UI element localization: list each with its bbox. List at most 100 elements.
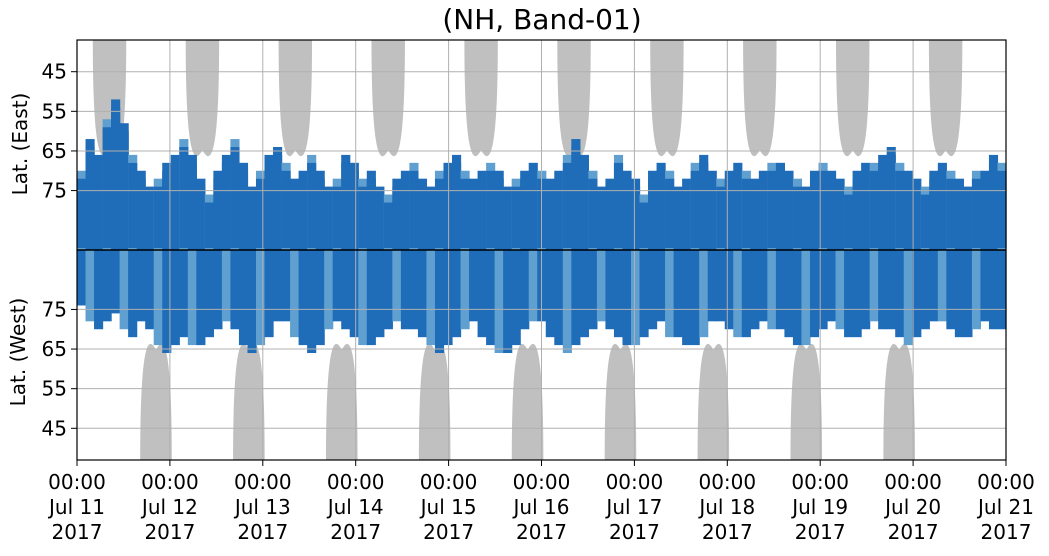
data-cell-west (341, 250, 351, 330)
data-cell-west (417, 250, 428, 338)
x-tick-day: Jul 12 (140, 495, 198, 519)
y-tick-label-east: 45 (42, 60, 67, 84)
data-cell-east-core (554, 178, 564, 248)
data-cell-east-core (503, 194, 513, 248)
data-cell-east-core (818, 170, 828, 248)
night-lobe-top (835, 40, 870, 157)
data-cell-west (963, 250, 973, 338)
x-tick-year: 2017 (330, 520, 381, 544)
data-cell-east-core (179, 147, 189, 248)
data-cell-west (682, 250, 692, 346)
x-tick-time: 00:00 (48, 470, 106, 494)
x-tick-day: Jul 18 (697, 495, 755, 519)
night-lobe-bottom (790, 343, 823, 460)
y-ticks-layer: 45 55 65 75 75 65 55 45 (42, 60, 77, 440)
data-cell-west (690, 250, 700, 346)
data-cell-west (554, 250, 564, 346)
data-cell-west (622, 250, 632, 346)
night-lobe-top (743, 40, 777, 157)
data-cell-west (238, 250, 249, 346)
data-cell-east-core (954, 186, 964, 248)
data-cell-east-core (716, 186, 726, 248)
x-tick-year: 2017 (144, 520, 195, 544)
data-cell-east-core (290, 186, 300, 248)
x-tick-day: Jul 11 (47, 495, 105, 519)
data-cell-east-core (605, 186, 615, 248)
data-cell-east-core (366, 178, 376, 248)
data-cell-east-core (332, 186, 342, 248)
data-cell-west (400, 250, 410, 330)
data-cell-west (954, 250, 964, 338)
data-cell-west (383, 250, 393, 330)
data-cell-east-core (409, 170, 419, 248)
data-cell-west (366, 250, 376, 346)
data-cell-west (77, 250, 87, 306)
data-cell-west (929, 250, 939, 322)
data-cell-east-core (673, 194, 683, 248)
data-cell-east-core (741, 178, 751, 248)
y-tick-label-west: 65 (42, 337, 67, 361)
data-cell-east-core (520, 178, 530, 248)
data-cell-east-core (247, 194, 257, 248)
night-lobe-top (371, 40, 405, 157)
night-lobe-bottom (883, 343, 915, 460)
data-cell-west (213, 250, 223, 330)
data-cell-east-core (128, 162, 138, 248)
data-cell-west (665, 250, 675, 338)
y-tick-label-east: 75 (42, 179, 67, 203)
data-cell-west (741, 250, 751, 338)
data-cell-west (358, 250, 368, 346)
data-cell-west (153, 250, 163, 346)
data-cell-east-core (750, 186, 760, 248)
data-cell-west (775, 250, 786, 330)
data-cell-east-core (375, 194, 385, 248)
data-cell-west (332, 250, 342, 322)
data-cell-east-core (980, 178, 990, 248)
data-cell-east-core (349, 170, 359, 248)
x-tick-day: Jul 14 (326, 495, 384, 519)
data-cell-east-core (273, 154, 283, 248)
data-cell-east-core (929, 178, 939, 248)
data-cell-west (801, 250, 811, 346)
data-cell-west (298, 250, 308, 346)
data-cell-east-core (221, 162, 232, 248)
data-cell-west (724, 250, 734, 330)
data-cell-west (579, 250, 589, 338)
data-cell-west (613, 250, 624, 338)
data-cell-east-core (545, 186, 555, 248)
data-cell-west (324, 250, 334, 330)
x-tick-time: 00:00 (513, 470, 571, 494)
data-cell-east-core (571, 147, 581, 248)
data-cell-west (128, 250, 138, 338)
data-cell-east-core (460, 178, 470, 248)
data-cell-east-core (920, 194, 930, 248)
data-cell-west (648, 250, 658, 330)
data-cell-east-core (400, 178, 410, 248)
data-cell-east-core (434, 178, 445, 248)
x-tick-year: 2017 (423, 520, 474, 544)
data-cell-west (971, 250, 982, 330)
data-cell-west (94, 250, 104, 330)
data-cell-west (562, 250, 572, 354)
data-cell-west (656, 250, 666, 322)
data-cell-west (912, 250, 922, 338)
data-cell-west (426, 250, 436, 346)
x-tick-year: 2017 (52, 520, 103, 544)
data-cell-east-core (827, 178, 837, 248)
data-cell-west (392, 250, 402, 322)
data-cell-east-core (801, 194, 811, 248)
data-cell-west (988, 250, 999, 330)
data-cell-east-core (324, 194, 334, 248)
x-tick-time: 00:00 (606, 470, 664, 494)
data-cell-east-core (145, 194, 155, 248)
data-cells-layer (77, 99, 1007, 354)
data-cell-west (980, 250, 990, 322)
data-cell-west (469, 250, 479, 322)
data-cell-east-core (648, 178, 658, 248)
data-cell-east-core (946, 178, 956, 248)
data-cell-east-core (511, 186, 521, 248)
data-cell-east-core (443, 170, 453, 248)
x-tick-year: 2017 (609, 520, 660, 544)
x-tick-time: 00:00 (977, 470, 1035, 494)
data-cell-east-core (596, 194, 607, 248)
